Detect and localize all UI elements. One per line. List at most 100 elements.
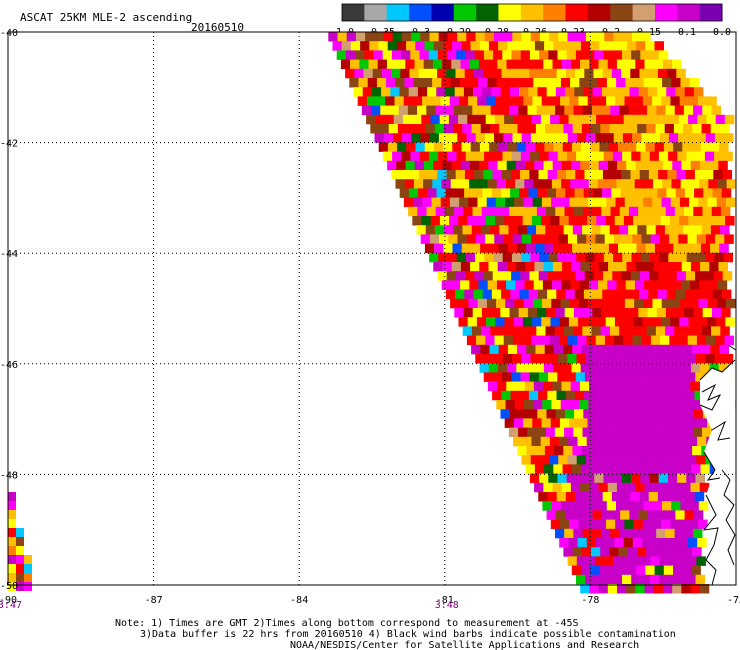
heatmap-cell [654,464,664,474]
heatmap-cell [638,206,648,217]
heatmap-cell [656,409,667,419]
heatmap-cell [605,418,616,428]
heatmap-cell [530,151,540,162]
heatmap-cell [596,538,606,548]
heatmap-cell [540,436,551,447]
heatmap-cell [697,216,707,226]
heatmap-cell [621,473,632,484]
heatmap-cell [637,427,648,438]
heatmap-cell [520,372,530,382]
heatmap-cell [598,381,608,392]
heatmap-cell [725,317,735,327]
heatmap-cell [675,409,685,419]
heatmap-cell [638,188,649,198]
heatmap-cell [644,160,655,171]
heatmap-cell [627,565,637,576]
heatmap-cell [590,464,600,474]
heatmap-cell [692,427,703,438]
heatmap-cell [378,142,389,152]
heatmap-cell [397,124,408,134]
heatmap-cell [562,464,572,474]
heatmap-cell [657,289,667,300]
heatmap-cell [562,41,572,51]
heatmap-cell [640,354,651,364]
heatmap-cell [640,151,650,162]
heatmap-cell [685,271,696,281]
heatmap-cell [626,584,636,594]
heatmap-cell [536,105,547,116]
heatmap-cell [631,50,641,60]
heatmap-cell [602,289,612,300]
heatmap-cell [618,243,628,254]
heatmap-cell [571,160,581,171]
heatmap-cell [479,142,490,152]
heatmap-cell [648,68,659,79]
heatmap-cell [539,32,550,42]
heatmap-cell [357,96,368,106]
heatmap-cell [459,78,470,88]
heatmap-cell [388,124,399,134]
heatmap-cell [688,216,698,226]
heatmap-cell [450,78,460,88]
heatmap-cell [646,547,656,557]
heatmap-cell [671,381,682,392]
heatmap-cell [583,409,593,419]
heatmap-cell [511,151,522,162]
heatmap-cell [514,298,524,309]
heatmap-cell [637,326,647,336]
heatmap-cell [378,41,388,51]
heatmap-cell [642,317,652,327]
heatmap-cell [630,492,640,502]
heatmap-cell [558,133,568,143]
heatmap-cell [526,124,537,134]
heatmap-cell [496,400,506,410]
heatmap-cell [579,78,589,88]
heatmap-cell [345,50,356,60]
heatmap-cell [706,317,717,327]
heatmap-cell [520,170,530,180]
heatmap-cell [610,427,620,438]
heatmap-cell [587,216,597,226]
heatmap-cell [524,78,534,88]
heatmap-cell [568,436,578,447]
heatmap-cell [16,555,24,564]
heatmap-cell [691,344,702,355]
heatmap-cell [438,32,449,42]
heatmap-cell [702,427,712,438]
heatmap-cell [532,298,543,309]
heatmap-cell [606,197,616,208]
heatmap-cell [623,234,633,244]
heatmap-cell [530,252,540,263]
heatmap-cell [458,114,468,125]
heatmap-cell [604,335,615,346]
heatmap-cell [699,160,710,171]
heatmap-cell [450,280,461,290]
heatmap-cell [507,363,517,373]
heatmap-cell [575,473,586,484]
heatmap-cell [616,179,626,189]
heatmap-cell [514,400,525,410]
heatmap-cell [644,584,655,594]
heatmap-cell [462,124,472,134]
heatmap-cell [696,354,706,364]
heatmap-cell [464,68,475,79]
heatmap-cell [670,197,681,208]
heatmap-cell [682,344,693,355]
heatmap-cell [631,32,642,42]
heatmap-cell [623,538,634,548]
heatmap-cell [594,252,605,263]
heatmap-cell [537,289,548,300]
heatmap-cell [575,50,586,60]
heatmap-cell [542,400,552,410]
heatmap-cell [612,151,623,162]
heatmap-cell [573,206,584,217]
heatmap-cell [423,179,433,189]
heatmap-cell [567,354,577,364]
heatmap-cell [397,142,407,152]
heatmap-cell [538,170,548,180]
heatmap-cell [512,354,522,364]
heatmap-cell [545,124,555,134]
heatmap-cell [629,188,640,198]
heatmap-cell [16,573,24,582]
heatmap-cell [413,78,424,88]
